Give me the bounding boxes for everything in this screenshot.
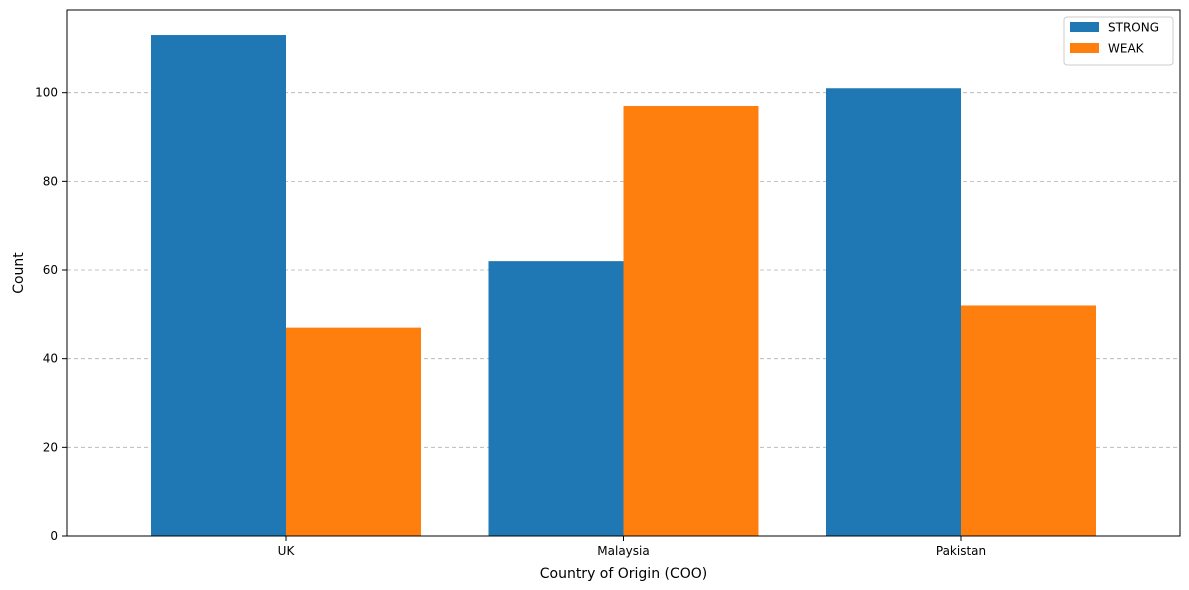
bar-weak-pakistan [961, 305, 1096, 536]
x-tick-label: UK [278, 544, 296, 558]
y-tick-label: 20 [43, 440, 58, 454]
y-tick-label: 60 [43, 263, 58, 277]
x-tick-label: Pakistan [936, 544, 986, 558]
legend-label-strong: STRONG [1108, 21, 1159, 35]
x-tick-label: Malaysia [597, 544, 649, 558]
y-tick-label: 100 [35, 86, 58, 100]
bar-strong-uk [151, 35, 286, 537]
bar-strong-pakistan [826, 88, 961, 537]
y-tick-label: 40 [43, 352, 58, 366]
y-axis-ticks: 0 20 40 60 80 100 [35, 86, 67, 543]
legend-swatch-strong [1070, 22, 1099, 32]
legend: STRONG WEAK [1063, 16, 1174, 66]
legend-swatch-weak [1070, 43, 1099, 53]
x-axis-label: Country of Origin (COO) [540, 566, 708, 582]
y-tick-label: 80 [43, 174, 58, 188]
y-axis-label: Count [11, 252, 27, 294]
bars-layer [151, 35, 1096, 537]
y-tick-label: 0 [50, 529, 58, 543]
bar-weak-uk [286, 327, 421, 536]
x-axis-ticks: UK Malaysia Pakistan [278, 536, 986, 558]
bar-strong-malaysia [488, 261, 624, 536]
legend-label-weak: WEAK [1108, 42, 1145, 56]
bar-weak-malaysia [623, 105, 759, 536]
